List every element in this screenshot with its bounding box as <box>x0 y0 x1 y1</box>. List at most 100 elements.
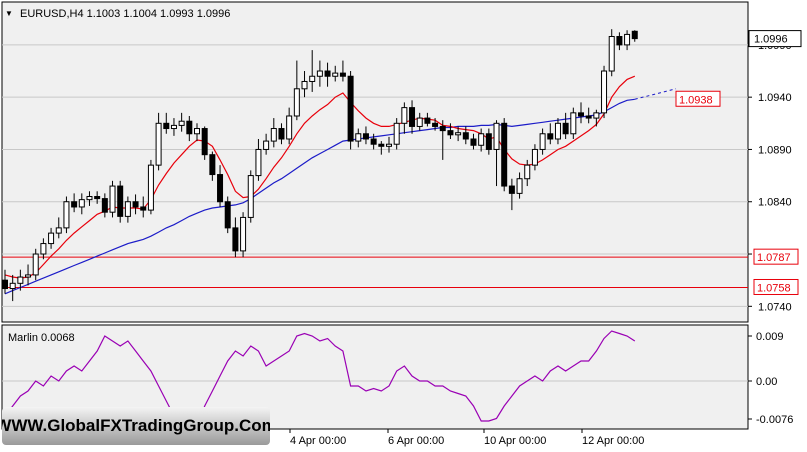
candle <box>209 151 216 181</box>
candle <box>9 274 16 302</box>
candle <box>362 126 369 145</box>
candle <box>439 120 446 160</box>
candle <box>40 238 47 260</box>
candle <box>217 165 224 207</box>
candle <box>78 193 85 215</box>
oscillator-tick-label: 0.00 <box>756 376 777 388</box>
candle <box>194 123 200 142</box>
time-tick-label: 10 Apr 00:00 <box>484 435 546 447</box>
candlestick-series <box>2 29 638 302</box>
candle <box>355 128 362 148</box>
candle <box>32 248 39 281</box>
candle <box>386 136 392 153</box>
candle <box>631 30 638 42</box>
candle <box>301 71 308 98</box>
candle <box>178 112 185 132</box>
candle <box>393 118 400 150</box>
price-tick-label: 1.0940 <box>758 92 792 104</box>
candle <box>493 120 500 187</box>
candle <box>17 269 24 291</box>
candle <box>324 62 331 87</box>
candle <box>593 109 600 127</box>
candle <box>263 133 270 155</box>
candle <box>101 193 108 218</box>
candle <box>55 217 62 239</box>
time-tick-label: 4 Apr 00:00 <box>290 435 346 447</box>
candle <box>462 126 469 145</box>
candle <box>516 172 523 199</box>
candle <box>524 159 531 187</box>
price-tag-level-lower[interactable]: 1.0758 <box>753 278 799 295</box>
price-tag-label: 1.0787 <box>757 252 791 264</box>
candle <box>186 115 193 142</box>
candle <box>616 32 623 51</box>
candle <box>293 60 300 121</box>
candle <box>531 144 538 171</box>
candle <box>554 118 561 145</box>
candle <box>455 126 462 142</box>
candle <box>508 178 515 211</box>
candle <box>608 29 615 77</box>
candle <box>578 102 584 124</box>
price-tick-label: 1.0840 <box>758 197 792 209</box>
candle <box>347 71 354 150</box>
horizontal-levels[interactable] <box>2 256 748 288</box>
candle <box>470 133 477 150</box>
candle <box>570 107 577 139</box>
candle <box>140 196 147 218</box>
current-price-tag: 1.0996 <box>748 30 802 48</box>
price-tag-level-upper[interactable]: 1.0787 <box>753 248 799 265</box>
candle <box>86 191 93 206</box>
candle <box>48 227 55 249</box>
candle <box>485 128 492 155</box>
ma-projection-line <box>634 88 677 100</box>
price-tag-label: 1.0938 <box>679 94 713 106</box>
candle <box>2 269 8 294</box>
candle <box>117 180 124 223</box>
candle <box>270 118 277 148</box>
candle <box>25 264 32 286</box>
candle <box>624 30 631 51</box>
candle <box>71 193 78 213</box>
oscillator-label: Marlin 0.0068 <box>8 332 75 344</box>
candle <box>332 65 339 82</box>
slow-moving-average-line <box>4 98 635 295</box>
oscillator-line <box>4 330 636 442</box>
candle <box>286 107 293 145</box>
price-axis[interactable]: 1.09901.09401.08901.08401.07901.07401.09… <box>675 30 802 314</box>
candle <box>416 112 423 131</box>
candle <box>501 118 508 192</box>
candle <box>562 112 569 139</box>
price-tag-label: 1.0758 <box>757 282 791 294</box>
candle <box>447 123 454 139</box>
watermark-text: WWW.GlobalFXTradingGroup.Com <box>2 416 270 435</box>
marlin-line <box>4 330 636 442</box>
candle <box>424 112 431 127</box>
time-axis: 4 Apr 00:00 6 Apr 00:00 10 Apr 00:00 12 Apr… <box>289 429 644 447</box>
candle <box>278 123 285 145</box>
candle <box>232 217 239 258</box>
candle <box>63 196 70 234</box>
candle <box>170 118 177 136</box>
candle <box>539 128 546 155</box>
candle <box>409 100 416 134</box>
price-pane[interactable] <box>1 1 749 323</box>
current-price-label: 1.0996 <box>754 34 788 46</box>
candle <box>585 107 592 124</box>
candle <box>601 65 608 119</box>
oscillator-tick-label: 0.009 <box>756 331 784 343</box>
candle <box>370 133 377 150</box>
candle <box>163 112 170 134</box>
candle <box>316 60 323 87</box>
candle <box>94 191 101 204</box>
candle <box>201 126 208 160</box>
candle <box>339 60 346 82</box>
candle <box>155 112 162 171</box>
candle <box>547 123 554 145</box>
candle <box>255 138 262 181</box>
candle <box>132 194 139 215</box>
price-tag-projection[interactable]: 1.0938 <box>675 90 721 107</box>
price-tick-label: 1.0740 <box>758 301 792 313</box>
dropdown-arrow-icon[interactable]: ▼ <box>5 9 13 18</box>
